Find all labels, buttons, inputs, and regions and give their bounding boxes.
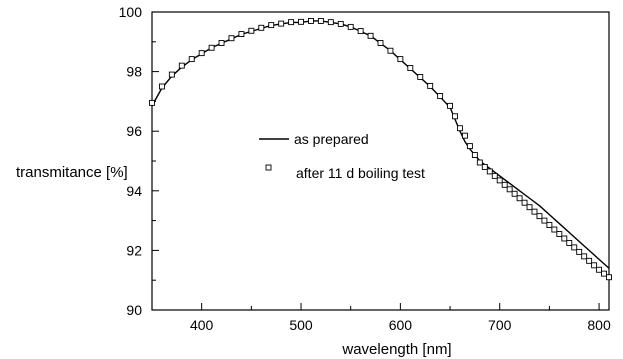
data-point-marker (437, 93, 444, 99)
data-point-marker (407, 65, 414, 71)
data-point-marker (417, 74, 424, 80)
data-point-marker (476, 159, 483, 166)
data-point-marker (178, 62, 185, 69)
legend-label-after-boiling-test: after 11 d boiling test (296, 165, 425, 181)
x-axis-ticks: 400 500 600 700 800 (151, 303, 611, 333)
series-line-as-prepared (151, 20, 610, 269)
data-point-marker (188, 56, 195, 63)
x-tick-label: 400 (190, 317, 214, 333)
data-point-marker (496, 177, 503, 184)
data-point-marker (317, 17, 324, 24)
data-point-marker (491, 172, 498, 179)
data-point-marker (586, 257, 593, 264)
data-point-marker (367, 32, 374, 39)
x-tick-label: 500 (289, 317, 313, 333)
data-point-marker (556, 231, 563, 237)
legend: as prepared after 11 d boiling test (259, 131, 425, 181)
data-point-marker (576, 248, 583, 255)
data-point-marker (228, 35, 235, 42)
y-tick-label: 90 (126, 302, 142, 318)
data-point-marker (238, 31, 245, 38)
data-point-marker (531, 208, 538, 215)
data-point-marker (308, 17, 314, 24)
y-tick-label: 100 (119, 4, 143, 20)
data-point-marker (149, 99, 155, 106)
data-point-marker (571, 244, 578, 251)
data-point-marker (551, 226, 558, 233)
data-point-marker (581, 253, 588, 260)
data-point-marker (461, 132, 468, 139)
data-point-marker (452, 113, 458, 120)
data-point-marker (198, 50, 205, 57)
data-point-marker (466, 143, 473, 150)
plot-frame (151, 11, 610, 311)
data-point-marker (427, 82, 434, 89)
data-point-marker (546, 222, 553, 229)
data-point-marker (516, 195, 523, 202)
x-tick-label: 700 (488, 317, 512, 333)
x-axis-label: wavelength [nm] (341, 341, 451, 358)
data-point-marker (387, 47, 394, 54)
data-point-marker (526, 204, 533, 211)
data-point-marker (566, 239, 573, 246)
data-point-marker (591, 262, 598, 269)
data-point-marker (521, 199, 528, 206)
data-point-marker (471, 152, 478, 158)
series-as-prepared (151, 20, 610, 269)
data-point-marker (481, 164, 488, 170)
data-point-marker (501, 181, 508, 188)
data-point-marker (278, 20, 285, 27)
data-point-marker (377, 40, 384, 46)
legend-square-marker-swatch (265, 164, 272, 171)
y-axis-label: transmitance [%] (16, 164, 128, 181)
legend-label-as-prepared: as prepared (294, 131, 369, 147)
x-tick-label: 600 (389, 317, 413, 333)
data-point-marker (208, 44, 215, 51)
data-point-marker (268, 22, 275, 29)
data-point-marker (601, 270, 607, 277)
data-point-marker (158, 83, 165, 90)
data-point-marker (357, 28, 364, 35)
data-point-marker (596, 266, 603, 273)
data-point-marker (327, 19, 334, 26)
data-point-marker (397, 56, 404, 63)
plot-area-border (151, 11, 610, 311)
data-point-marker (168, 71, 175, 78)
data-point-marker (258, 24, 265, 31)
data-point-marker (248, 27, 255, 34)
data-point-marker (486, 168, 493, 175)
data-point-marker (511, 190, 518, 197)
data-point-marker (541, 217, 548, 224)
data-point-marker (337, 20, 344, 27)
data-point-marker (298, 18, 304, 25)
series-after-boiling-test (149, 17, 612, 281)
data-point-marker (536, 213, 543, 220)
data-point-marker (288, 19, 295, 26)
x-tick-label: 800 (587, 317, 611, 333)
y-tick-label: 98 (126, 64, 142, 80)
y-tick-label: 92 (126, 242, 142, 258)
data-point-marker (561, 235, 568, 242)
y-tick-label: 96 (126, 123, 142, 139)
data-point-marker (447, 102, 453, 109)
data-point-marker (457, 125, 463, 132)
y-axis-ticks: 90 92 94 96 98 100 (119, 4, 159, 318)
y-tick-label: 94 (126, 183, 142, 199)
data-point-marker (347, 23, 354, 30)
data-point-marker (506, 186, 513, 193)
data-point-marker (606, 274, 612, 281)
data-point-marker (218, 40, 225, 46)
